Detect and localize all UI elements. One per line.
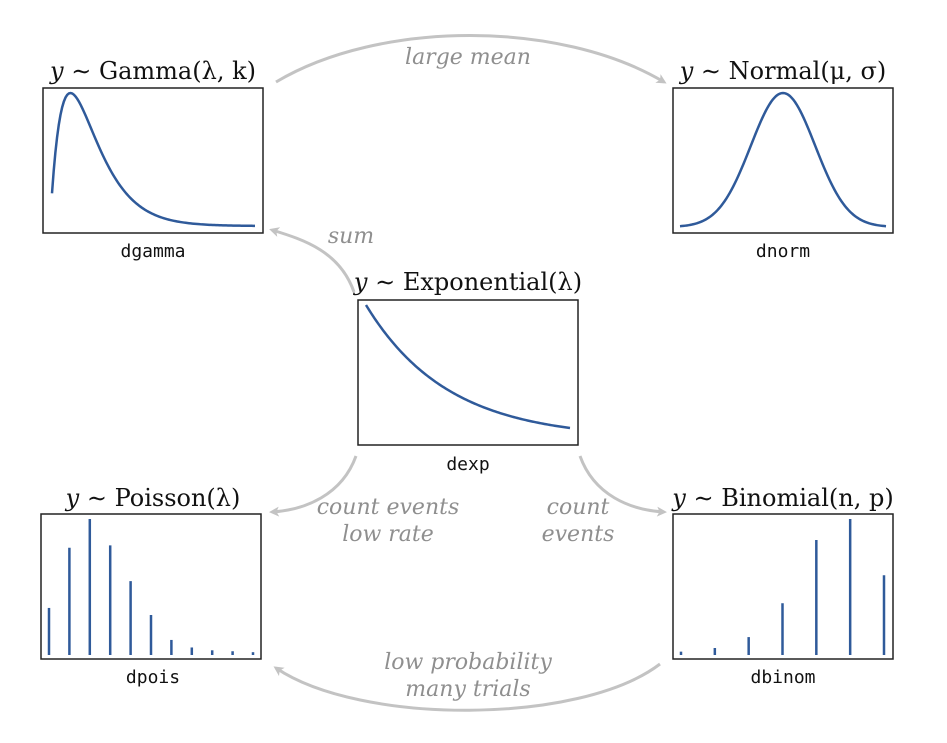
normal-plot-frame [672, 87, 894, 234]
binomial-func-label: dbinom [750, 667, 815, 688]
label-count-events-1: count [547, 495, 610, 520]
arrow-exp-to-poisson [269, 455, 358, 517]
normal-title: y ∼ Normal(μ, σ) [679, 57, 887, 85]
gamma-density-curve [50, 91, 256, 228]
binomial-title: y ∼ Binomial(n, p) [671, 484, 893, 512]
poisson-func-label: dpois [126, 667, 180, 688]
exponential-plot-frame [357, 299, 579, 446]
normal-func-label: dnorm [756, 241, 810, 262]
gamma-panel: y ∼ Gamma(λ, k) dgamma [42, 57, 264, 262]
poisson-panel: y ∼ Poisson(λ) dpois [40, 484, 262, 688]
label-count-events-2: events [542, 522, 615, 547]
binomial-spikes [679, 519, 886, 655]
exponential-density-curve [364, 304, 571, 430]
exponential-panel: y ∼ Exponential(λ) dexp [353, 268, 582, 475]
gamma-func-label: dgamma [120, 241, 185, 262]
binomial-panel: y ∼ Binomial(n, p) dbinom [671, 484, 894, 688]
poisson-spikes [47, 519, 255, 655]
arrow-labels: large mean sum count events low rate cou… [317, 45, 615, 702]
label-large-mean: large mean [405, 45, 531, 70]
arrow-gamma-to-normal [275, 34, 667, 84]
arrows-layer [269, 34, 667, 712]
gamma-title: y ∼ Gamma(λ, k) [49, 57, 256, 85]
label-low-probability: low probability [384, 650, 552, 675]
label-count-events-low-rate-1: count events [317, 495, 460, 520]
gamma-plot-frame [42, 87, 264, 234]
arrow-binomial-to-poisson [273, 662, 661, 712]
poisson-title: y ∼ Poisson(λ) [65, 484, 241, 512]
label-count-events-low-rate-2: low rate [342, 522, 434, 547]
label-sum: sum [328, 224, 374, 249]
arrow-exp-to-gamma [269, 227, 356, 293]
normal-density-curve [679, 91, 887, 228]
exponential-title: y ∼ Exponential(λ) [353, 268, 582, 296]
normal-panel: y ∼ Normal(μ, σ) dnorm [672, 57, 894, 262]
exponential-func-label: dexp [446, 454, 489, 475]
label-many-trials: many trials [405, 677, 530, 702]
arrow-exp-to-binomial [578, 455, 667, 517]
